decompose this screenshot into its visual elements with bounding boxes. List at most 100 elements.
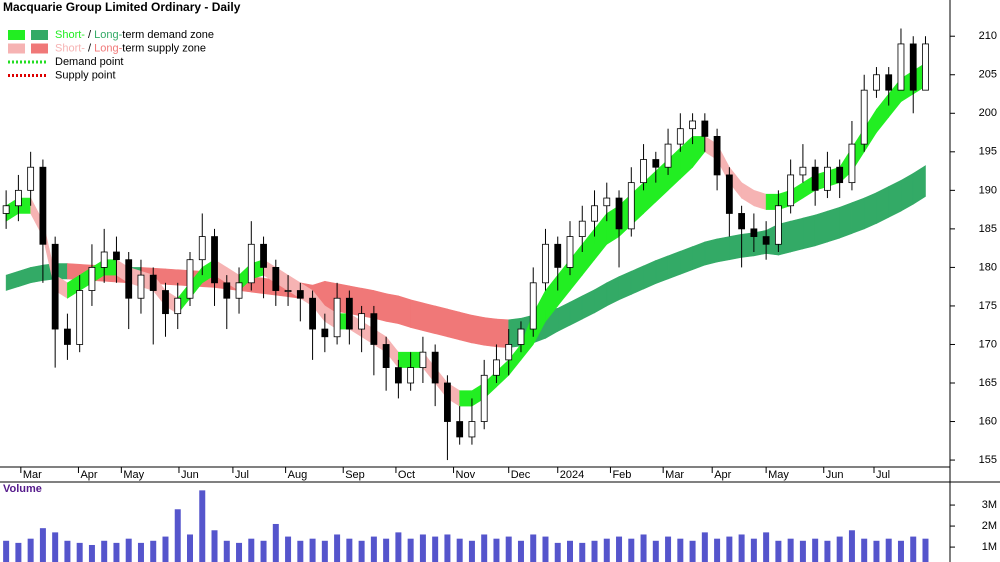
candle-body <box>370 313 378 345</box>
candle-body <box>444 382 451 422</box>
volume-bar <box>468 540 475 562</box>
legend-swatch <box>8 43 25 54</box>
volume-bar <box>137 542 144 562</box>
volume-bar <box>383 538 390 562</box>
volume-tick-label: 2M <box>982 520 997 532</box>
volume-bar <box>101 540 108 562</box>
volume-bar <box>542 536 549 562</box>
candle-body <box>578 220 586 237</box>
volume-bar <box>419 534 426 562</box>
candle-body <box>2 205 10 214</box>
candle-body <box>542 243 549 284</box>
zone-segment <box>459 311 473 344</box>
volume-bar <box>836 536 843 562</box>
volume-bar <box>321 540 328 562</box>
volume-bar <box>567 540 573 562</box>
candle-body <box>713 136 721 176</box>
candle-body <box>627 182 635 230</box>
y-tick-label: 200 <box>979 107 997 119</box>
volume-bar <box>309 538 316 562</box>
legend-label-part: Long- <box>94 29 122 41</box>
volume-bar <box>799 540 806 562</box>
volume-bar <box>554 542 561 562</box>
candle-body <box>774 205 782 245</box>
zone-segment <box>667 250 681 280</box>
volume-bar <box>285 536 292 562</box>
y-tick-label: 175 <box>979 300 997 312</box>
y-tick-label: 160 <box>979 415 997 427</box>
candle-body <box>603 197 611 207</box>
volume-bar <box>407 538 414 562</box>
volume-tick-label: 1M <box>982 541 997 553</box>
candle-body <box>125 259 133 299</box>
zone-segment <box>410 299 424 331</box>
volume-bar <box>88 544 95 562</box>
candle-body <box>76 290 84 345</box>
candle-body <box>100 251 108 268</box>
zone-segment <box>471 314 485 346</box>
volume-bar <box>910 536 917 562</box>
volume-bar <box>444 534 451 562</box>
volume-bar <box>628 538 635 562</box>
candle-body <box>39 166 47 245</box>
candle-body <box>162 290 169 315</box>
candle-body <box>382 344 390 368</box>
x-tick-label: Nov <box>456 469 476 481</box>
x-tick-label: Mar <box>23 469 42 481</box>
volume-bar <box>248 538 255 562</box>
zone-segment <box>30 264 44 284</box>
zone-segment <box>876 186 890 224</box>
zones <box>5 62 926 407</box>
candle-body <box>664 143 672 168</box>
volume-bar <box>334 534 341 562</box>
candle-body <box>836 166 844 184</box>
candle-body <box>738 213 746 230</box>
volume-bar <box>763 532 770 562</box>
candle-body <box>480 374 488 422</box>
x-tick-label: 2024 <box>560 469 584 481</box>
candle-body <box>272 267 280 291</box>
volume-bar <box>677 538 684 562</box>
candle-body <box>456 421 464 438</box>
candle-body <box>615 197 623 230</box>
volume-bar <box>517 540 524 562</box>
candle-body <box>701 120 709 137</box>
zone-segment <box>827 206 840 243</box>
legend-swatch <box>31 43 48 54</box>
volume-bar <box>76 542 83 562</box>
volume-bar <box>738 534 745 562</box>
candle-body <box>333 297 341 338</box>
volume-bar <box>812 538 819 562</box>
candle-body <box>284 290 292 292</box>
y-tick-label: 205 <box>979 69 997 81</box>
candle-body <box>885 74 893 91</box>
x-tick-label: Feb <box>612 469 631 481</box>
legend-label-part: / <box>85 29 94 41</box>
zone-segment <box>581 289 595 320</box>
volume-bar <box>775 540 782 562</box>
candle-body <box>235 282 243 299</box>
y-tick-label: 180 <box>979 261 997 273</box>
volume-bar <box>125 538 132 562</box>
zone-segment <box>557 301 571 332</box>
x-tick-label: May <box>768 469 789 481</box>
volume-tick-label: 3M <box>982 499 997 511</box>
volume-bar <box>39 528 46 562</box>
zone-segment <box>790 217 804 253</box>
volume-bar <box>493 538 500 562</box>
volume-bar <box>27 538 34 562</box>
candle-body <box>394 367 402 384</box>
zone-segment <box>716 236 730 263</box>
zone-segment <box>912 165 926 205</box>
volume-bar <box>187 534 193 562</box>
x-tick-label: Apr <box>80 469 97 481</box>
volume-bar <box>873 540 880 562</box>
volume-bar <box>897 540 904 562</box>
x-tick-label: Oct <box>398 469 415 481</box>
candle-body <box>260 243 267 268</box>
volume-bar <box>530 534 537 562</box>
zone-segment <box>594 282 608 314</box>
